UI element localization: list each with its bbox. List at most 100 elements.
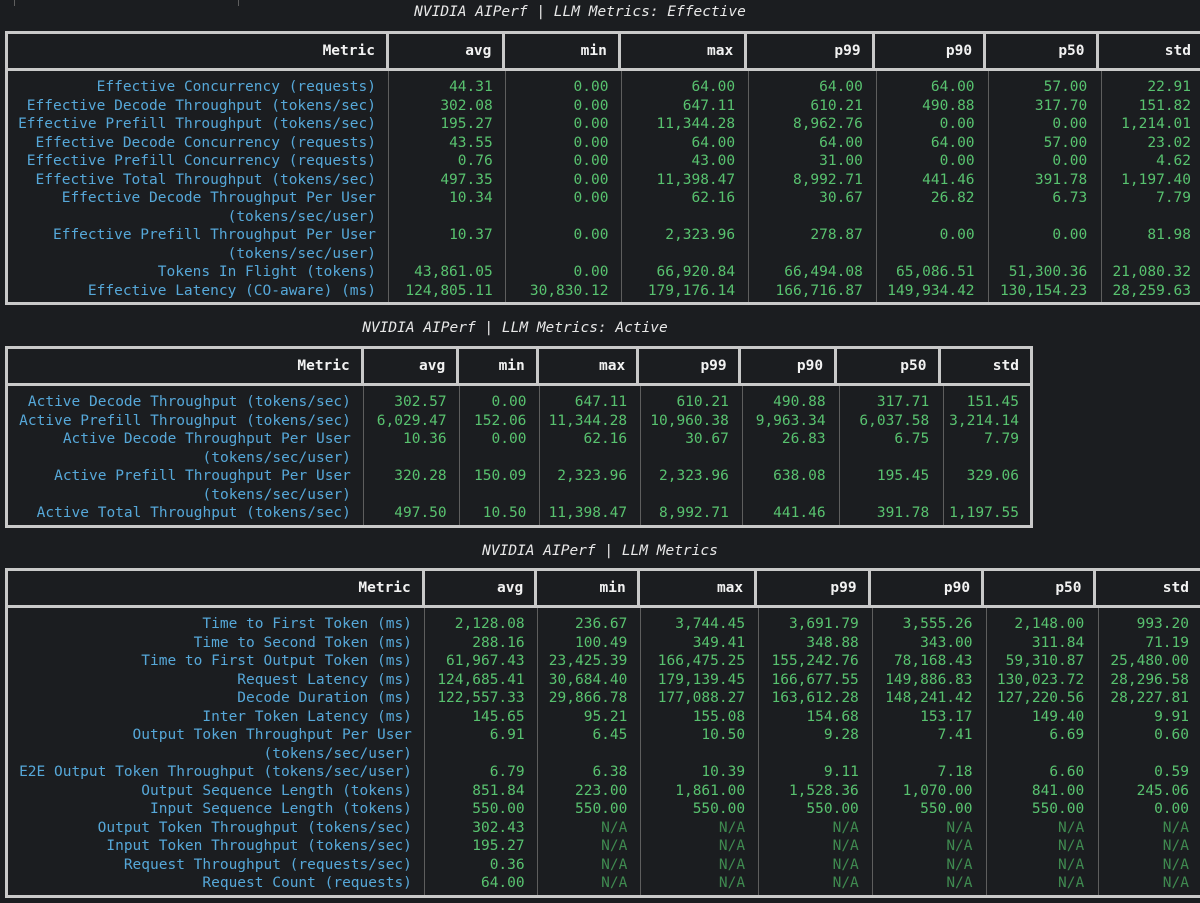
- column-header-min: min: [505, 34, 621, 68]
- value-p99: N/A: [832, 875, 859, 891]
- value-min: 0.00: [573, 153, 609, 169]
- value-p99: 8,992.71: [659, 505, 729, 521]
- table-body: Effective Concurrency (requests) 44.31 0.0…: [5, 71, 1200, 305]
- table-title: NVIDIA AIPerf | LLM Metrics: [482, 543, 718, 559]
- value-p99: 30.67: [819, 190, 863, 206]
- value-p90: 148,241.42: [885, 690, 973, 706]
- metric-name: Input Token Throughput (tokens/sec): [8, 837, 423, 856]
- value-min: 0.00: [491, 431, 527, 447]
- value-p90: 441.46: [922, 171, 975, 188]
- metric-name-line: Active Decode Throughput (tokens/sec): [27, 394, 351, 410]
- value-p90: N/A: [946, 838, 973, 854]
- column-divider: [1098, 608, 1099, 895]
- value-avg: 10.37: [449, 227, 493, 243]
- value-max: N/A: [718, 856, 746, 873]
- value-min: 10.50: [482, 505, 527, 521]
- value-avg: 851.84: [472, 782, 525, 799]
- value-min: 0.00: [491, 394, 527, 410]
- value-min: N/A: [601, 838, 628, 854]
- value-avg: 6,029.47: [376, 412, 447, 429]
- column-header-min: min: [537, 571, 640, 605]
- column-header-p99: p99: [757, 571, 871, 605]
- value-avg: 0.36: [489, 856, 525, 873]
- table-row: Output Token Throughput (tokens/sec) 302.…: [8, 819, 1200, 838]
- value-max: 11,344.28: [656, 116, 736, 132]
- value-p50: 6.60: [1049, 764, 1085, 780]
- table-row: Active Prefill Throughput (tokens/sec) 6,…: [8, 412, 1030, 431]
- column-header-max: max: [539, 349, 640, 383]
- metric-name-line: (tokens/sec/user): [227, 208, 376, 225]
- value-avg: 195.27: [472, 838, 525, 854]
- column-divider: [640, 386, 641, 525]
- value-p99: 10,960.38: [650, 412, 729, 429]
- table-row: Effective Latency (CO-aware) (ms) 124,805…: [8, 282, 1200, 301]
- value-std: 28,259.63: [1112, 282, 1192, 299]
- value-avg: 6.91: [489, 727, 525, 743]
- value-max: 647.11: [574, 394, 628, 410]
- value-std: 1,214.01: [1121, 116, 1192, 132]
- column-header-p50: p50: [837, 349, 941, 383]
- column-header-std: std: [1164, 43, 1191, 59]
- metric-name-line: Effective Total Throughput (tokens/sec): [35, 171, 376, 188]
- metric-name-line: Decode Duration (ms): [237, 690, 412, 706]
- value-p99: 8,962.76: [792, 116, 863, 132]
- value-min: 150.09: [474, 468, 527, 484]
- column-header-p90: p90: [875, 34, 987, 68]
- value-p90: N/A: [946, 875, 973, 891]
- column-header-p99: p99: [747, 34, 875, 68]
- value-p50: 51,300.36: [1008, 264, 1088, 280]
- value-p90: 0.00: [939, 227, 975, 243]
- column-divider: [1101, 71, 1102, 302]
- value-p90: 0.00: [939, 116, 975, 132]
- value-min: N/A: [601, 856, 628, 873]
- metric-name-line: Active Total Throughput (tokens/sec): [36, 505, 351, 521]
- value-avg: 64.00: [480, 875, 525, 891]
- value-max: 11,344.28: [548, 412, 628, 429]
- value-p50: 0.00: [1052, 153, 1088, 169]
- value-min: 100.49: [574, 634, 628, 651]
- table-row: Time to First Token (ms) 2,128.08 236.67 3,…: [8, 615, 1200, 634]
- column-divider: [539, 386, 540, 525]
- value-avg: 302.57: [394, 394, 447, 410]
- value-p90: N/A: [946, 819, 973, 836]
- metric-name: Active Prefill Throughput Per User (token…: [8, 467, 362, 504]
- value-std: 0.59: [1154, 764, 1189, 780]
- table-title: NVIDIA AIPerf | LLM Metrics: Active: [362, 320, 668, 336]
- value-p50: 6.75: [894, 431, 930, 447]
- column-divider: [872, 608, 873, 895]
- value-p90: 441.46: [773, 505, 826, 521]
- value-p99: N/A: [832, 856, 859, 873]
- value-avg: 145.65: [472, 708, 525, 725]
- value-p50: 391.78: [876, 505, 930, 521]
- metric-name-line: Effective Latency (CO-aware) (ms): [87, 282, 376, 299]
- table-row: Effective Decode Throughput (tokens/sec)…: [8, 97, 1200, 116]
- metric-name-line: (tokens/sec/user): [202, 486, 351, 503]
- value-p99: N/A: [832, 838, 859, 854]
- value-p90: 1,070.00: [902, 782, 973, 799]
- metric-name-line: Active Prefill Throughput Per User: [54, 468, 351, 484]
- value-p50: 550.00: [1031, 801, 1085, 817]
- value-avg: 44.31: [449, 79, 493, 95]
- table-row: Active Decode Throughput Per User (tokens…: [8, 430, 1030, 467]
- value-std: 21,080.32: [1112, 264, 1192, 280]
- value-avg: 61,967.43: [446, 653, 525, 669]
- metric-name: Effective Latency (CO-aware) (ms): [8, 282, 387, 301]
- metric-name: Active Decode Throughput (tokens/sec): [8, 393, 362, 412]
- value-std: 1,197.55: [949, 505, 1020, 521]
- value-p99: 64.00: [819, 79, 863, 95]
- metric-name: Request Count (requests): [8, 874, 423, 893]
- value-min: 0.00: [573, 227, 609, 243]
- value-std: 71.19: [1145, 634, 1189, 651]
- value-p50: 195.45: [876, 468, 930, 484]
- value-max: 179,176.14: [647, 282, 736, 299]
- value-max: 64.00: [691, 134, 736, 151]
- value-min: 0.00: [573, 79, 609, 95]
- column-header-max: max: [621, 34, 748, 68]
- value-p90: 490.88: [773, 394, 826, 410]
- value-min: 6.45: [592, 727, 628, 743]
- table-row: Inter Token Latency (ms) 145.65 95.21 155.0…: [8, 708, 1200, 727]
- value-std: 4.62: [1156, 153, 1192, 169]
- value-p50: N/A: [1058, 875, 1085, 891]
- value-p99: 610.21: [810, 97, 863, 114]
- column-divider: [363, 386, 364, 525]
